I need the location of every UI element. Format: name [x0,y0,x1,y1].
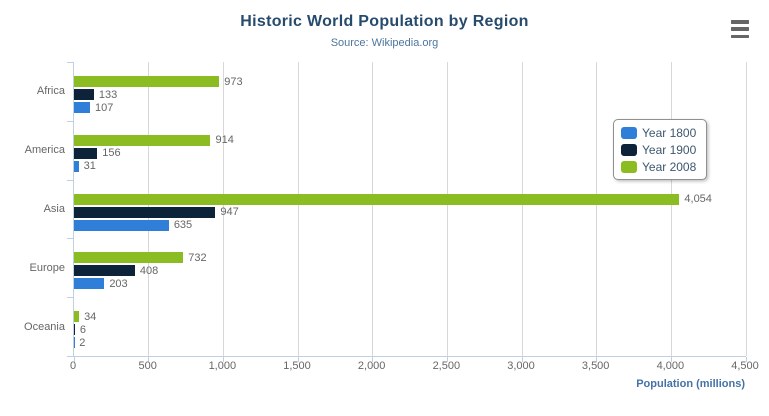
x-axis-tick [745,357,747,362]
gridline [372,62,374,356]
bar-value-label: 203 [109,277,128,290]
x-axis-tick [222,357,224,362]
category-label-america: America [24,144,65,157]
category-label-oceania: Oceania [24,320,65,333]
legend-item-label: Year 1900 [642,142,697,157]
bar-value-label: 635 [173,219,193,232]
gridline [446,62,448,356]
gridline [745,62,747,356]
y-axis-tick [67,238,73,240]
bar-europe-year-1800[interactable] [74,278,105,290]
gridline [596,62,598,356]
gridline [521,62,523,356]
x-tick-label: 4,500 [731,360,759,372]
x-tick-label: 0 [69,360,77,372]
bar-africa-year-1900[interactable] [74,89,94,100]
bar-value-label: 947 [220,206,239,219]
bar-value-label: 34 [84,310,97,323]
x-axis-tick [521,357,523,362]
x-axis-tick [446,357,448,362]
bar-america-year-1800[interactable] [74,160,79,172]
chart-title: Historic World Population by Region [240,13,529,30]
bar-asia-year-2008[interactable] [74,193,680,205]
plot-area: 973 133 107 914 156 31 4,054 947 635 732 408 203 34 6… [67,62,747,362]
bar-value-label: 732 [188,251,207,264]
bar-america-year-2008[interactable] [74,134,211,146]
gridline [222,62,224,356]
bar-africa-year-1800[interactable] [74,102,90,113]
hamburger-menu-icon [731,34,749,38]
x-tick-label: 2,000 [357,360,386,372]
legend-item-label: Year 2008 [642,159,697,174]
legend-item-label: Year 1800 [642,125,697,140]
bar-value-label: 156 [102,147,121,160]
legend-item-year-2008[interactable]: Year 2008 [621,159,696,174]
x-axis-title: Population (millions) [636,378,745,390]
legend-item-year-1800[interactable]: Year 1800 [621,125,696,140]
bar-asia-year-1900[interactable] [74,206,216,218]
bar-america-year-1900[interactable] [74,147,98,159]
category-label-europe: Europe [29,261,65,274]
x-axis-tick [148,357,150,362]
legend-item-year-1900[interactable]: Year 1900 [621,142,696,157]
x-tick-label: 2,500 [432,360,461,372]
bar-europe-year-2008[interactable] [74,252,184,264]
y-axis-tick [67,120,73,122]
x-axis-tick [596,357,598,362]
y-axis-tick [67,297,73,299]
x-tick-label: 1,500 [283,360,311,372]
hamburger-menu-icon [731,27,749,31]
bar-value-label: 133 [98,88,118,101]
x-axis-tick [73,357,75,362]
legend: Year 1800 Year 1900 Year 2008 [613,119,708,180]
bar-value-label: 408 [139,264,159,277]
y-axis-tick [67,356,73,357]
bar-value-label: 4,054 [684,193,712,206]
gridline [297,62,299,356]
bar-value-label: 973 [224,75,243,88]
bar-value-label: 31 [83,160,96,173]
legend-swatch-icon [621,126,637,139]
y-axis-tick [67,62,73,63]
legend-swatch-icon [621,143,637,156]
bar-oceania-year-2008[interactable] [74,311,80,323]
export-menu-button[interactable] [731,20,749,38]
x-axis-tick [670,357,672,362]
bar-value-label: 2 [79,336,86,349]
bar-value-label: 107 [94,101,114,114]
x-axis-tick [372,357,374,362]
chart-subtitle: Source: Wikipedia.org [330,37,439,49]
bar-oceania-year-1900[interactable] [74,324,75,336]
x-tick-label: 4,000 [656,360,685,372]
bar-value-label: 6 [79,323,87,336]
category-label-asia: Asia [43,203,65,215]
bar-africa-year-2008[interactable] [74,76,220,87]
category-label-africa: Africa [36,85,65,98]
x-tick-label: 1,000 [208,360,237,372]
y-axis-tick [67,179,73,181]
gridline [670,62,672,356]
bar-europe-year-1900[interactable] [74,265,135,277]
x-tick-label: 3,000 [507,360,535,372]
bar-asia-year-1800[interactable] [74,219,169,231]
x-axis-tick [297,357,299,362]
x-tick-label: 500 [138,360,157,372]
bar-value-label: 914 [215,134,234,147]
legend-swatch-icon [621,160,637,173]
x-tick-label: 3,500 [581,360,610,372]
hamburger-menu-icon [731,20,749,24]
